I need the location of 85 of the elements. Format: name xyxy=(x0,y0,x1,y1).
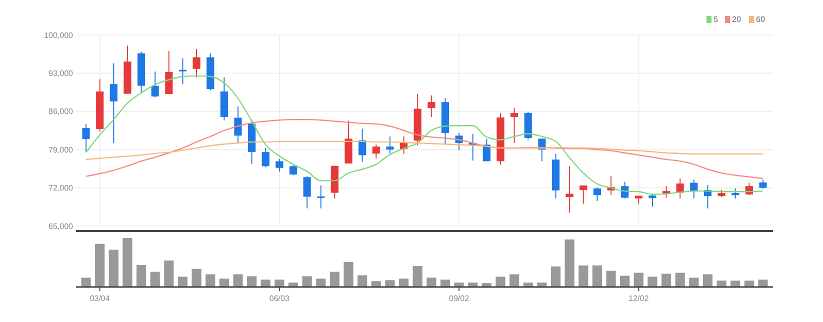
bar xyxy=(164,260,174,287)
candlestick xyxy=(648,193,656,208)
bar xyxy=(744,280,754,287)
bar xyxy=(661,274,672,287)
candlestick xyxy=(372,144,380,160)
bar xyxy=(358,275,368,287)
candlestick xyxy=(580,184,588,204)
x-tick-label: 09/02 xyxy=(449,294,470,303)
bar xyxy=(578,265,588,287)
bar xyxy=(219,278,229,287)
bar xyxy=(689,278,699,287)
candlestick xyxy=(732,188,740,199)
y-tick-label: 79,000 xyxy=(48,145,74,154)
bar xyxy=(108,250,118,287)
bar xyxy=(206,274,216,287)
candlestick xyxy=(110,62,118,144)
bar xyxy=(606,270,616,287)
bar xyxy=(330,272,340,287)
candlestick xyxy=(276,158,284,172)
bar xyxy=(496,276,506,287)
bar xyxy=(537,282,547,287)
y-tick-label: 100,000 xyxy=(44,30,74,40)
y-tick-label: 93,000 xyxy=(48,69,74,78)
bar xyxy=(620,276,630,287)
bar xyxy=(523,282,533,287)
candlestick xyxy=(386,136,394,154)
bar xyxy=(260,280,270,287)
bar xyxy=(95,244,105,287)
bar xyxy=(122,238,132,287)
candlestick xyxy=(178,58,187,85)
bar xyxy=(510,274,520,287)
y-tick-label: 72,000 xyxy=(48,184,74,193)
candlestick xyxy=(165,50,173,95)
bar xyxy=(454,282,464,287)
bar xyxy=(136,264,146,287)
bar xyxy=(440,280,450,287)
bar xyxy=(344,262,354,287)
bar xyxy=(288,282,298,287)
candlestick xyxy=(151,71,159,98)
candlestick xyxy=(82,124,90,153)
bar xyxy=(398,278,409,287)
candlestick xyxy=(510,108,518,144)
bar xyxy=(150,272,160,287)
candlestick xyxy=(428,94,436,118)
bar xyxy=(385,280,395,287)
bar xyxy=(192,268,202,287)
bar xyxy=(426,278,436,287)
line-series xyxy=(85,118,764,180)
bar xyxy=(648,276,658,287)
candlestick xyxy=(303,176,311,209)
bar xyxy=(716,280,726,287)
bar xyxy=(302,276,312,287)
bar xyxy=(758,280,768,287)
bar xyxy=(702,274,713,287)
bar xyxy=(730,280,740,287)
candlestick xyxy=(593,187,601,202)
bar xyxy=(634,272,644,287)
bar xyxy=(592,265,602,287)
bar xyxy=(675,272,685,287)
candlestick xyxy=(759,179,767,190)
bar xyxy=(564,239,574,287)
candlestick xyxy=(566,166,574,214)
x-tick-label: 06/03 xyxy=(269,294,290,303)
candlestick xyxy=(262,147,270,168)
y-tick-label: 65,000 xyxy=(48,222,74,231)
candlestick xyxy=(192,48,200,78)
bar xyxy=(371,281,381,287)
bar xyxy=(316,278,326,287)
bar xyxy=(178,276,188,287)
y-tick-label: 86,000 xyxy=(48,107,74,116)
bar xyxy=(274,280,284,287)
bar xyxy=(468,282,478,287)
bar xyxy=(233,274,243,287)
bar xyxy=(412,266,422,287)
bar xyxy=(550,266,561,287)
x-tick-label: 03/04 xyxy=(90,294,110,303)
legend-label: 20 xyxy=(732,15,742,24)
candlestick xyxy=(317,184,325,209)
legend-label: 5 xyxy=(714,15,718,24)
bar xyxy=(81,278,91,287)
bar xyxy=(247,276,257,287)
candlestick xyxy=(234,106,242,144)
x-tick-label: 12/02 xyxy=(628,294,650,303)
candlestick xyxy=(289,164,298,176)
legend-label: 60 xyxy=(756,15,766,24)
